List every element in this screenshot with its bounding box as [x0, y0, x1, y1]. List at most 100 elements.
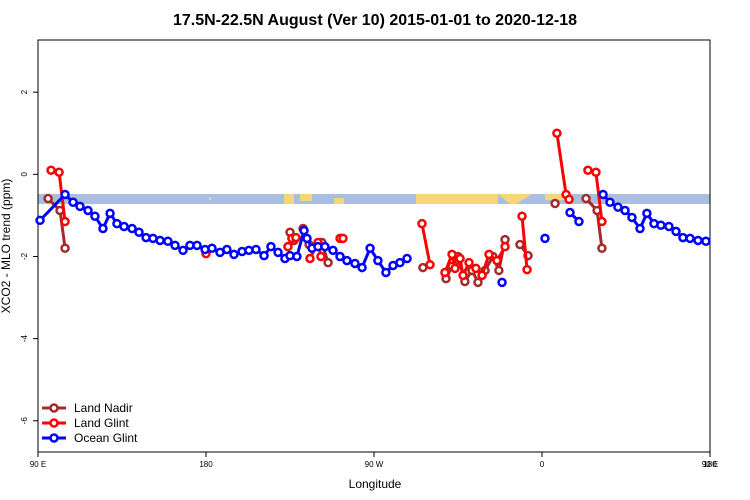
point	[395, 257, 405, 268]
point	[664, 221, 674, 232]
point	[642, 208, 652, 219]
legend-marker	[49, 403, 59, 413]
point	[701, 236, 711, 247]
point	[494, 265, 504, 276]
point	[98, 223, 108, 234]
point	[685, 233, 695, 244]
point	[464, 257, 474, 268]
point	[342, 255, 352, 266]
x-tick-label: 180	[199, 460, 213, 469]
point	[283, 241, 293, 252]
point	[627, 212, 637, 223]
point	[497, 277, 507, 288]
point	[425, 259, 435, 270]
point	[292, 251, 302, 262]
point	[597, 243, 607, 254]
point	[605, 197, 615, 208]
series	[35, 189, 711, 288]
point	[357, 262, 367, 273]
point	[299, 225, 309, 236]
point	[565, 207, 575, 218]
point	[613, 202, 623, 212]
y-tick-label: -2	[20, 252, 29, 260]
point	[473, 277, 483, 288]
point	[693, 235, 703, 246]
land-patch	[334, 198, 344, 204]
land-patch	[209, 197, 211, 200]
point	[60, 243, 70, 254]
point	[450, 263, 460, 274]
point	[550, 198, 560, 209]
point	[492, 255, 502, 266]
point	[517, 211, 527, 221]
point	[440, 267, 450, 278]
point	[515, 239, 525, 250]
point	[597, 216, 607, 227]
point	[316, 251, 326, 262]
land-patch	[300, 194, 312, 201]
point	[574, 216, 584, 227]
point	[671, 226, 681, 237]
point	[320, 241, 330, 252]
land-patch	[284, 194, 294, 204]
point	[192, 240, 202, 251]
point	[484, 249, 494, 260]
series	[46, 128, 607, 281]
x-tick-label: 90 E	[30, 460, 46, 469]
point	[83, 205, 93, 216]
point	[447, 249, 457, 260]
point	[591, 167, 601, 178]
point	[365, 243, 375, 254]
point	[46, 165, 56, 175]
x-tick-label: 90 W	[365, 460, 384, 469]
x-axis-label: Longitude	[349, 477, 402, 491]
point	[620, 205, 630, 216]
point	[635, 223, 645, 234]
point	[222, 244, 232, 255]
point	[105, 208, 115, 219]
point	[163, 236, 173, 247]
point	[564, 194, 574, 205]
ocean-band	[38, 194, 710, 204]
point	[402, 253, 412, 264]
point	[338, 233, 348, 244]
point	[540, 233, 550, 244]
point	[43, 193, 53, 204]
legend-marker	[49, 418, 59, 428]
land-patch	[416, 194, 498, 204]
point	[583, 165, 593, 175]
point	[75, 201, 85, 212]
point	[305, 253, 315, 264]
y-axis-label: XCO2 - MLO trend (ppm)	[0, 179, 13, 314]
point	[273, 247, 283, 258]
x-tick-label: 90 E	[702, 460, 718, 469]
legend-marker	[49, 433, 59, 443]
point	[60, 189, 70, 200]
point	[381, 267, 391, 278]
point	[134, 227, 144, 237]
point	[500, 241, 510, 252]
point	[328, 245, 338, 256]
point	[455, 253, 465, 264]
point	[266, 241, 276, 252]
point	[458, 270, 468, 281]
point	[291, 232, 301, 243]
y-tick-label: 0	[20, 172, 29, 177]
x-tick-label: 0	[540, 460, 545, 469]
legend-label: Ocean Glint	[74, 431, 138, 445]
point	[373, 255, 383, 266]
point	[207, 243, 217, 254]
chart-title: 17.5N-22.5N August (Ver 10) 2015-01-01 t…	[173, 12, 577, 29]
point	[54, 167, 64, 178]
land-patch	[545, 194, 570, 200]
land-patch	[498, 194, 532, 204]
point	[68, 197, 78, 208]
point	[119, 221, 129, 232]
legend-label: Land Glint	[74, 416, 129, 430]
point	[477, 270, 487, 281]
surface-strip	[38, 194, 710, 204]
point	[522, 264, 532, 275]
point	[60, 216, 70, 227]
point	[90, 211, 100, 221]
